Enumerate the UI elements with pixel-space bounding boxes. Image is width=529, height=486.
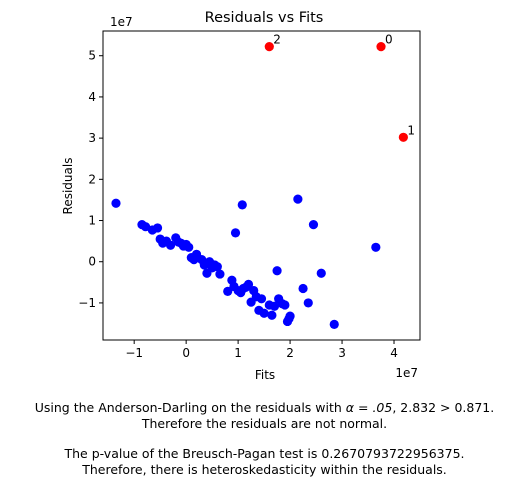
scatter-point bbox=[303, 298, 313, 308]
scatter-point bbox=[230, 228, 241, 238]
scatter-point bbox=[165, 240, 176, 250]
point-labels: 0 1 2 bbox=[273, 33, 415, 138]
x-tick-label: 0 bbox=[182, 346, 190, 360]
x-offset-label: 1e7 bbox=[395, 366, 418, 380]
x-tick-label: 3 bbox=[338, 346, 346, 360]
scatter-point bbox=[376, 42, 386, 52]
scatter-point bbox=[269, 301, 280, 311]
y-tick-label: 1 bbox=[88, 214, 96, 228]
scatter-point bbox=[293, 194, 303, 204]
point-index-label: 2 bbox=[273, 33, 281, 47]
x-tick-label: −1 bbox=[125, 346, 143, 360]
x-tick-label: 4 bbox=[390, 346, 398, 360]
scatter-point bbox=[267, 310, 277, 320]
scatter-point bbox=[329, 319, 339, 329]
scatter-point bbox=[308, 220, 319, 230]
breusch-pagan-line: The p-value of the Breusch-Pagan test is… bbox=[64, 446, 465, 461]
scatter-point bbox=[243, 279, 254, 289]
scatter-point bbox=[316, 268, 326, 278]
scatter-point bbox=[212, 262, 222, 272]
scatter-point bbox=[199, 260, 209, 270]
y-tick-label: −1 bbox=[78, 296, 96, 310]
scatter-point bbox=[371, 242, 381, 252]
scatter-point bbox=[284, 313, 294, 324]
scatter-point bbox=[111, 198, 121, 208]
scatter-point bbox=[223, 286, 233, 296]
anderson-darling-line: Using the Anderson-Darling on the residu… bbox=[34, 400, 495, 415]
breusch-pagan-conclusion: Therefore, there is heteroskedasticity w… bbox=[82, 462, 447, 477]
anderson-darling-caption: Using the Anderson-Darling on the residu… bbox=[0, 400, 529, 432]
scatter-point bbox=[398, 132, 408, 142]
y-offset-label: 1e7 bbox=[110, 15, 133, 29]
residuals-vs-fits-chart: Residuals vs Fits 1e7 1e7 Fits Residuals… bbox=[61, 10, 421, 382]
y-axis-label: Residuals bbox=[61, 158, 75, 215]
scatter-point bbox=[264, 42, 274, 52]
y-tick-label: 0 bbox=[88, 255, 96, 269]
scatter-point bbox=[280, 300, 290, 310]
scatter-point bbox=[152, 223, 163, 233]
y-tick-label: 5 bbox=[88, 49, 96, 63]
point-index-label: 0 bbox=[385, 33, 393, 47]
data-points bbox=[111, 42, 408, 329]
scatter-point bbox=[237, 200, 247, 210]
scatter-point bbox=[184, 242, 194, 252]
scatter-point bbox=[256, 294, 267, 304]
x-tick-label: 2 bbox=[286, 346, 294, 360]
x-axis-label: Fits bbox=[255, 368, 275, 382]
plot-frame bbox=[102, 30, 421, 341]
y-tick-label: 2 bbox=[88, 172, 96, 186]
point-index-label: 1 bbox=[407, 123, 415, 137]
chart-title: Residuals vs Fits bbox=[205, 10, 324, 26]
y-tick-label: 3 bbox=[88, 131, 96, 145]
anderson-darling-conclusion: Therefore the residuals are not normal. bbox=[141, 416, 388, 431]
breusch-pagan-caption: The p-value of the Breusch-Pagan test is… bbox=[0, 446, 529, 478]
scatter-point bbox=[272, 266, 282, 276]
x-tick-label: 1 bbox=[234, 346, 242, 360]
axis-ticks: −1 0 1 2 3 4 −1 0 1 2 3 4 5 bbox=[78, 49, 398, 360]
scatter-point bbox=[259, 308, 269, 318]
y-tick-label: 4 bbox=[88, 90, 96, 104]
scatter-point bbox=[215, 269, 225, 279]
scatter-point bbox=[298, 283, 308, 294]
